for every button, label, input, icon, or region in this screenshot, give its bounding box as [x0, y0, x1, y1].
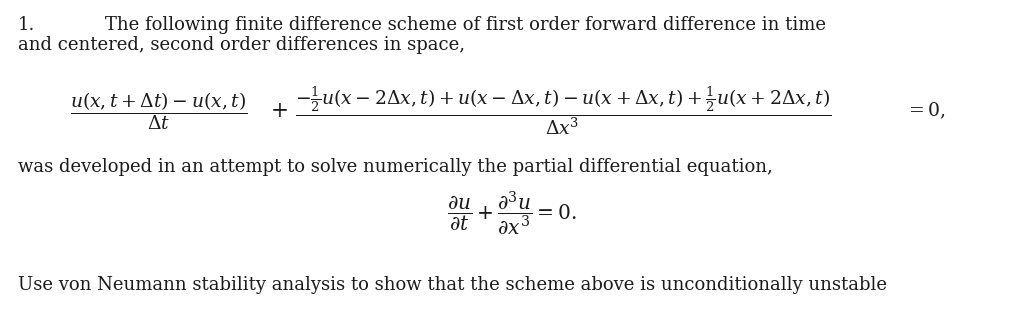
Text: The following finite difference scheme of first order forward difference in time: The following finite difference scheme o… [105, 16, 826, 34]
Text: was developed in an attempt to solve numerically the partial differential equati: was developed in an attempt to solve num… [18, 158, 773, 176]
Text: 1.: 1. [18, 16, 36, 34]
Text: $\dfrac{-\frac{1}{2}u(x-2\Delta x,t)+u(x-\Delta x,t)-u(x+\Delta x,t)+\frac{1}{2}: $\dfrac{-\frac{1}{2}u(x-2\Delta x,t)+u(x… [295, 85, 831, 137]
Text: and centered, second order differences in space,: and centered, second order differences i… [18, 36, 465, 54]
Text: $= 0,$: $= 0,$ [905, 101, 946, 121]
Text: $\dfrac{\partial u}{\partial t}+\dfrac{\partial^3 u}{\partial x^3}=0.$: $\dfrac{\partial u}{\partial t}+\dfrac{\… [447, 189, 577, 237]
Text: $+$: $+$ [270, 100, 288, 122]
Text: $\dfrac{u(x,t+\Delta t)-u(x,t)}{\Delta t}$: $\dfrac{u(x,t+\Delta t)-u(x,t)}{\Delta t… [70, 90, 248, 132]
Text: Use von Neumann stability analysis to show that the scheme above is unconditiona: Use von Neumann stability analysis to sh… [18, 276, 887, 294]
